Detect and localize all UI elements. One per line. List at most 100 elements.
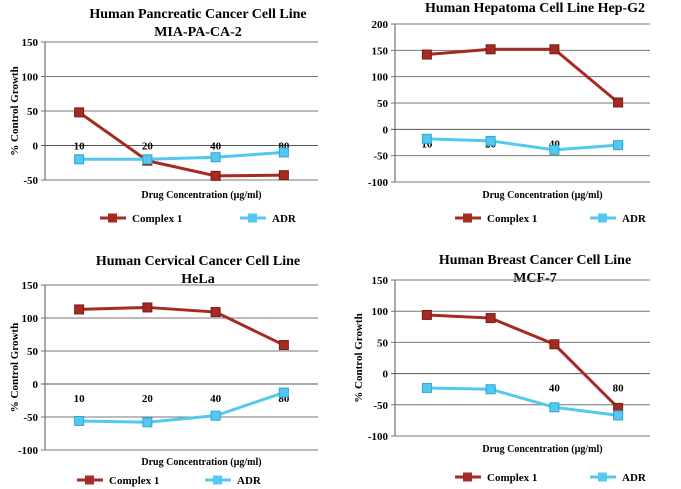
y-tick-label: 0 xyxy=(383,124,389,136)
legend-marker xyxy=(108,213,117,223)
legend-marker xyxy=(463,213,472,223)
y-tick-label: 150 xyxy=(372,275,389,287)
series-line-complex-1 xyxy=(426,47,620,104)
data-point-marker xyxy=(74,304,85,315)
x-axis-title: Drug Concentration (µg/ml) xyxy=(141,457,261,468)
chart-title-line: Human Hepatoma Cell Line Hep-G2 xyxy=(425,1,645,16)
series-line-complex-1 xyxy=(426,313,620,409)
x-axis-title: Drug Concentration (µg/ml) xyxy=(482,444,602,455)
data-point-marker xyxy=(142,302,153,313)
legend-label: Complex 1 xyxy=(109,475,159,487)
y-tick-label: -100 xyxy=(18,445,39,457)
chart-panel: Human Hepatoma Cell Line Hep-G2 -100 -50 0 5… xyxy=(368,1,650,225)
data-point-marker xyxy=(74,415,85,426)
y-tick-label: 150 xyxy=(22,280,39,292)
legend-label: ADR xyxy=(622,213,647,225)
legend-label: ADR xyxy=(272,213,297,225)
chart-title-line: Human Pancreatic Cancer Cell Line xyxy=(89,7,306,22)
data-point-marker xyxy=(278,340,289,351)
x-category-label: 40 xyxy=(549,138,561,150)
data-point-marker xyxy=(421,49,432,60)
legend-label: Complex 1 xyxy=(487,213,537,225)
x-category-label: 10 xyxy=(74,393,86,405)
data-point-marker xyxy=(142,154,153,165)
chart-panel: Human Pancreatic Cancer Cell Line MIA-PA-… xyxy=(9,7,318,225)
y-axis-title: % Control Growth xyxy=(9,323,21,412)
x-axis-title: Drug Concentration (µg/ml) xyxy=(482,190,602,201)
legend-marker xyxy=(598,213,607,223)
series-line-adr xyxy=(79,150,284,161)
x-category-label: 80 xyxy=(278,393,290,405)
x-axis-title: Drug Concentration (µg/ml) xyxy=(141,190,261,201)
chart-title-line: MCF-7 xyxy=(513,271,557,286)
y-axis-title: % Control Growth xyxy=(9,66,21,155)
data-point-marker xyxy=(210,410,221,421)
y-tick-label: 50 xyxy=(377,98,389,110)
y-tick-label: -100 xyxy=(368,431,389,443)
data-point-marker xyxy=(74,154,85,165)
x-category-label: 20 xyxy=(142,141,154,153)
x-category-label: 40 xyxy=(210,141,222,153)
x-category-label: 80 xyxy=(613,383,625,395)
series-line-adr xyxy=(426,137,619,152)
legend-label: ADR xyxy=(622,472,647,484)
y-tick-label: 200 xyxy=(372,19,389,31)
y-tick-label: 50 xyxy=(27,106,39,118)
data-point-marker xyxy=(278,387,289,398)
data-point-marker xyxy=(421,382,432,393)
legend-marker xyxy=(213,475,222,485)
y-axis-title: % Control Growth xyxy=(353,313,365,402)
data-point-marker xyxy=(549,339,560,350)
legend-marker xyxy=(248,213,257,223)
data-point-marker xyxy=(485,135,496,146)
data-point-marker xyxy=(613,97,624,108)
y-tick-label: -50 xyxy=(373,400,388,412)
y-tick-label: 150 xyxy=(22,37,39,49)
chart-title-line: Human Breast Cancer Cell Line xyxy=(439,253,631,268)
series-line-complex-1 xyxy=(79,305,285,347)
y-tick-label: 0 xyxy=(33,141,39,153)
x-category-label: 10 xyxy=(421,138,433,150)
data-point-marker xyxy=(210,307,221,318)
x-category-label: 40 xyxy=(549,383,561,395)
chart-panel: Human Breast Cancer Cell Line MCF-7 -100 -5… xyxy=(353,253,650,484)
series-line-adr xyxy=(426,386,619,417)
legend-marker xyxy=(598,472,607,482)
y-tick-label: -50 xyxy=(373,151,388,163)
x-category-label: 80 xyxy=(278,141,290,153)
data-point-marker xyxy=(485,384,496,395)
legend-marker xyxy=(463,472,472,482)
data-point-marker xyxy=(74,107,85,118)
y-tick-label: 100 xyxy=(22,313,39,325)
y-tick-label: 100 xyxy=(372,306,389,318)
data-point-marker xyxy=(613,410,624,421)
y-tick-label: 50 xyxy=(27,346,39,358)
x-category-label: 40 xyxy=(210,393,222,405)
y-tick-label: -50 xyxy=(23,412,38,424)
series-line-complex-1 xyxy=(78,111,284,178)
chart-title-line: Human Cervical Cancer Cell Line xyxy=(96,254,300,269)
chart-panel: Human Cervical Cancer Cell Line HeLa -100 -… xyxy=(9,254,318,487)
data-point-marker xyxy=(278,147,289,158)
legend-label: ADR xyxy=(237,475,262,487)
data-point-marker xyxy=(549,44,560,55)
legend-label: Complex 1 xyxy=(487,472,537,484)
y-tick-label: -100 xyxy=(368,177,389,189)
data-point-marker xyxy=(142,417,153,428)
legend-label: Complex 1 xyxy=(132,213,182,225)
x-category-label: 20 xyxy=(142,393,154,405)
data-point-marker xyxy=(613,140,624,151)
y-tick-label: 150 xyxy=(372,45,389,57)
series-line-adr xyxy=(79,391,285,424)
x-category-label: 10 xyxy=(74,141,86,153)
data-point-marker xyxy=(485,313,496,324)
y-tick-label: -50 xyxy=(23,175,38,187)
data-point-marker xyxy=(210,152,221,163)
y-tick-label: 0 xyxy=(383,369,389,381)
y-tick-label: 50 xyxy=(377,337,389,349)
y-tick-label: 100 xyxy=(372,72,389,84)
chart-title-line: HeLa xyxy=(181,272,214,287)
chart-title-line: MIA-PA-CA-2 xyxy=(154,25,242,40)
data-point-marker xyxy=(421,309,432,320)
